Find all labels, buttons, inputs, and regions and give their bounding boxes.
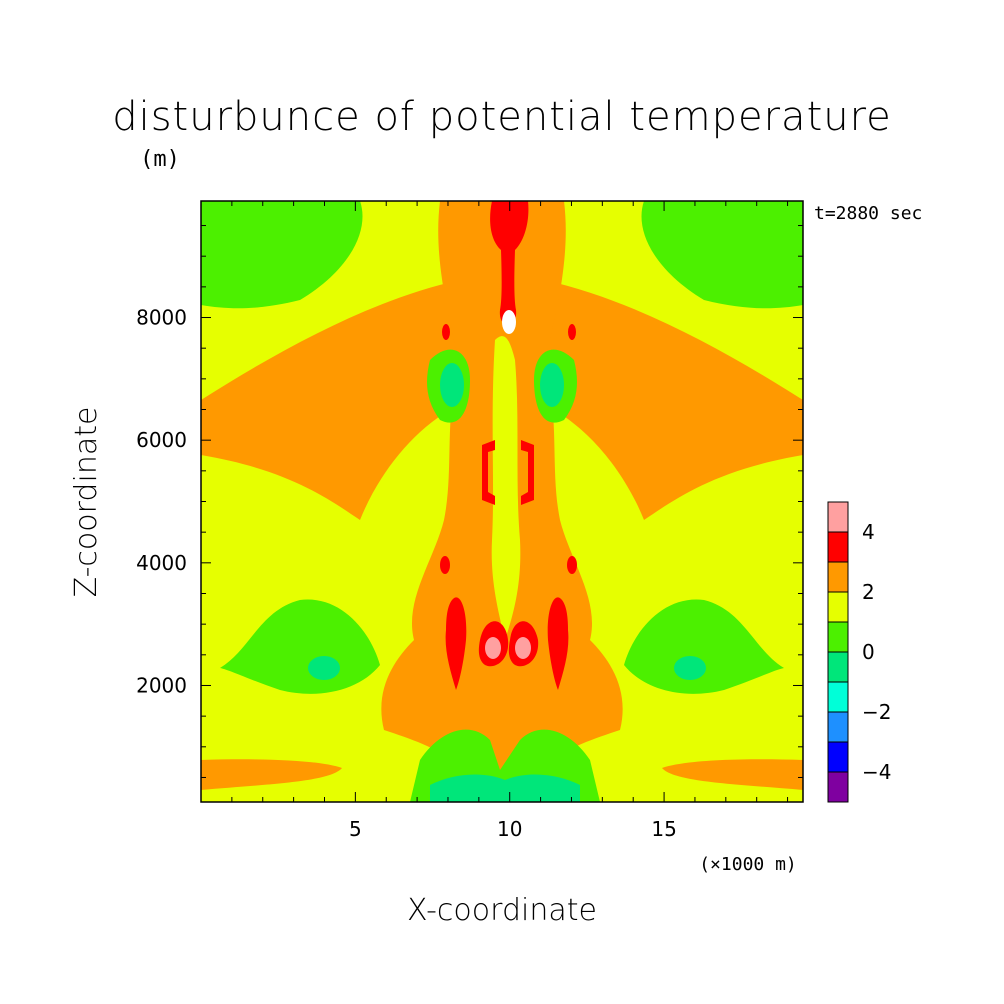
contour-region-dot-l2 — [440, 556, 450, 574]
contour-region-teal-r1 — [540, 363, 564, 407]
contour-region-top-plume-core — [502, 310, 516, 334]
x-axis-label: X-coordinate — [407, 893, 597, 928]
x-unit-label: (×1000 m) — [699, 854, 797, 875]
contour-region-red-l — [445, 597, 467, 690]
contour-region-dot-r2 — [567, 556, 577, 574]
y-axis-label: Z-coordinate — [69, 407, 104, 598]
x-tick-label: 5 — [349, 817, 362, 841]
contour-region-left-wing — [201, 280, 470, 520]
contour-region-bottom-center-core — [430, 774, 580, 802]
y-tick-label: 6000 — [136, 428, 187, 452]
colorbar-swatch — [827, 531, 849, 563]
contour-field — [201, 201, 803, 802]
x-tick-label: 15 — [651, 817, 676, 841]
contour-region-pink-l — [485, 637, 501, 659]
y-tick-label: 4000 — [136, 551, 187, 575]
contour-region-bracket-right — [521, 440, 534, 505]
contour-region-dot-r — [568, 324, 576, 340]
y-tick-label: 2000 — [136, 673, 187, 697]
y-tick-label: 8000 — [136, 306, 187, 330]
colorbar-tick-label: −2 — [862, 700, 891, 724]
contour-region-right-wing — [534, 280, 803, 520]
colorbar-swatch — [827, 591, 849, 623]
contour-region-teal-l1 — [440, 363, 464, 407]
chart-title: disturbunce of potential temperature — [112, 94, 892, 140]
colorbar-tick-label: −4 — [862, 760, 891, 784]
contour-region-bottom-right — [662, 759, 803, 790]
colorbar-tick-label: 4 — [862, 520, 875, 544]
contour-region-lobe-left — [220, 599, 380, 694]
colorbar-tick-label: 2 — [862, 580, 875, 604]
contour-region-bottom-left — [201, 759, 342, 790]
y-axis: 2000 4000 6000 8000 — [136, 225, 803, 778]
time-label: t=2880 sec — [814, 203, 922, 224]
colorbar-swatch — [827, 711, 849, 743]
colorbar-swatch — [827, 501, 849, 533]
contour-region-pink-r — [515, 637, 531, 659]
contour-region-top-left — [201, 201, 363, 309]
contour-region-dot-l — [442, 324, 450, 340]
colorbar-swatch — [827, 621, 849, 653]
contour-region-spine — [491, 336, 521, 640]
colorbar-swatch — [827, 651, 849, 683]
contour-region-lobe-right-core — [674, 656, 706, 680]
contour-region-top-plume — [490, 201, 529, 325]
contour-region-bracket-left — [482, 440, 495, 505]
colorbar-swatch — [827, 681, 849, 713]
contour-region-red-r — [547, 597, 569, 690]
colorbar-tick-label: 0 — [862, 640, 875, 664]
colorbar: −4 −2 0 2 4 — [827, 501, 891, 803]
colorbar-swatch — [827, 771, 849, 803]
contour-region-lobe-right — [624, 599, 784, 694]
colorbar-swatch — [827, 561, 849, 593]
title-unit: (m) — [140, 147, 180, 172]
contour-region-top-right — [641, 201, 803, 309]
colorbar-swatch — [827, 741, 849, 773]
x-tick-label: 10 — [497, 817, 522, 841]
x-axis: 5 10 15 — [231, 201, 789, 841]
contour-region-lobe-left-core — [308, 656, 340, 680]
